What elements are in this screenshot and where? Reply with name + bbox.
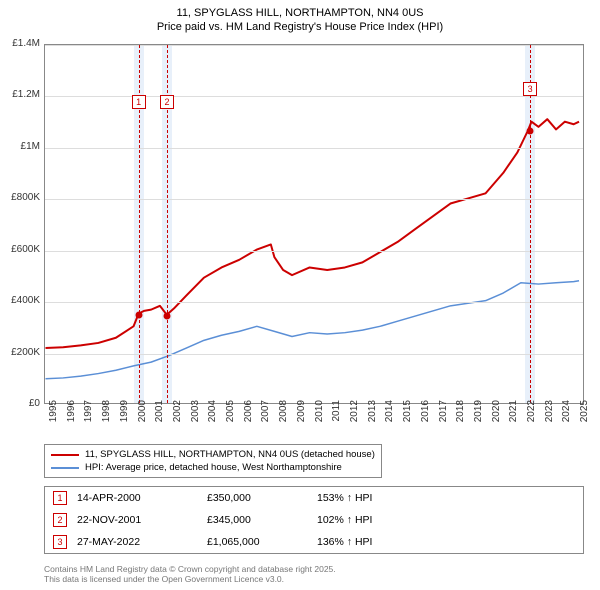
x-axis-label: 2012 [349, 400, 360, 440]
x-axis-label: 1998 [101, 400, 112, 440]
event-dot-icon [135, 312, 142, 319]
table-row: 3 27-MAY-2022 £1,065,000 136% ↑ HPI [45, 531, 583, 553]
x-axis-label: 2011 [331, 400, 342, 440]
plot-area: 12 3 [44, 44, 584, 404]
table-row: 2 22-NOV-2001 £345,000 102% ↑ HPI [45, 509, 583, 531]
annotation-price: £345,000 [207, 514, 307, 526]
x-axis-label: 1996 [66, 400, 77, 440]
line-series-svg [45, 45, 583, 403]
y-axis-label: £200K [0, 347, 40, 358]
x-axis-label: 2008 [278, 400, 289, 440]
x-axis-label: 2016 [420, 400, 431, 440]
x-axis-label: 2010 [314, 400, 325, 440]
annotation-vs-hpi: 136% ↑ HPI [317, 536, 437, 548]
gridline [45, 96, 583, 97]
x-axis-label: 2006 [243, 400, 254, 440]
y-axis-label: £0 [0, 398, 40, 409]
event-marker-box: 2 [160, 95, 174, 109]
annotation-marker-icon: 2 [53, 513, 67, 527]
x-axis-label: 2025 [579, 400, 590, 440]
x-axis-label: 2014 [384, 400, 395, 440]
event-dot-icon [163, 313, 170, 320]
attribution-line2: This data is licensed under the Open Gov… [44, 574, 336, 584]
x-axis-label: 2023 [544, 400, 555, 440]
legend-item: 11, SPYGLASS HILL, NORTHAMPTON, NN4 0US … [51, 448, 375, 461]
series-property [46, 119, 580, 348]
event-dot-icon [527, 128, 534, 135]
x-axis-label: 1999 [119, 400, 130, 440]
x-axis-label: 2001 [154, 400, 165, 440]
annotation-date: 27-MAY-2022 [77, 536, 197, 548]
legend-label: HPI: Average price, detached house, West… [85, 462, 342, 473]
gridline [45, 45, 583, 46]
gridline [45, 302, 583, 303]
x-axis-label: 2024 [561, 400, 572, 440]
annotation-vs-hpi: 102% ↑ HPI [317, 514, 437, 526]
x-axis-label: 2022 [526, 400, 537, 440]
y-axis-label: £400K [0, 295, 40, 306]
y-axis-label: £1M [0, 141, 40, 152]
x-axis-label: 2015 [402, 400, 413, 440]
table-row: 1 14-APR-2000 £350,000 153% ↑ HPI [45, 487, 583, 509]
series-hpi [46, 281, 580, 379]
y-axis-label: £600K [0, 244, 40, 255]
annotation-date: 14-APR-2000 [77, 492, 197, 504]
x-axis-label: 2004 [207, 400, 218, 440]
event-marker-box: 1 [132, 95, 146, 109]
chart-title: 11, SPYGLASS HILL, NORTHAMPTON, NN4 0US … [0, 0, 600, 35]
annotation-vs-hpi: 153% ↑ HPI [317, 492, 437, 504]
x-axis-label: 2019 [473, 400, 484, 440]
x-axis-label: 2018 [455, 400, 466, 440]
x-axis-label: 2002 [172, 400, 183, 440]
gridline [45, 251, 583, 252]
x-axis-label: 2003 [190, 400, 201, 440]
y-axis-label: £1.2M [0, 89, 40, 100]
title-line2: Price paid vs. HM Land Registry's House … [0, 20, 600, 34]
y-axis-label: £800K [0, 192, 40, 203]
legend-item: HPI: Average price, detached house, West… [51, 461, 375, 474]
legend-swatch [51, 454, 79, 456]
x-axis-label: 2005 [225, 400, 236, 440]
gridline [45, 148, 583, 149]
gridline [45, 199, 583, 200]
attribution-text: Contains HM Land Registry data © Crown c… [44, 564, 336, 584]
x-axis-label: 2020 [491, 400, 502, 440]
annotation-marker-icon: 1 [53, 491, 67, 505]
x-axis-label: 2017 [438, 400, 449, 440]
event-marker-box: 3 [523, 82, 537, 96]
legend-label: 11, SPYGLASS HILL, NORTHAMPTON, NN4 0US … [85, 449, 375, 460]
x-axis-label: 1997 [83, 400, 94, 440]
x-axis-label: 2007 [260, 400, 271, 440]
annotation-marker-icon: 3 [53, 535, 67, 549]
title-line1: 11, SPYGLASS HILL, NORTHAMPTON, NN4 0US [0, 6, 600, 20]
x-axis-label: 2013 [367, 400, 378, 440]
legend: 11, SPYGLASS HILL, NORTHAMPTON, NN4 0US … [44, 444, 382, 478]
annotation-table: 1 14-APR-2000 £350,000 153% ↑ HPI 2 22-N… [44, 486, 584, 554]
annotation-date: 22-NOV-2001 [77, 514, 197, 526]
x-axis-label: 1995 [48, 400, 59, 440]
gridline [45, 354, 583, 355]
event-vline [530, 45, 531, 403]
x-axis-label: 2000 [137, 400, 148, 440]
chart-container: 11, SPYGLASS HILL, NORTHAMPTON, NN4 0US … [0, 0, 600, 590]
legend-swatch [51, 467, 79, 469]
x-axis-label: 2009 [296, 400, 307, 440]
x-axis-label: 2021 [508, 400, 519, 440]
annotation-price: £1,065,000 [207, 536, 307, 548]
attribution-line1: Contains HM Land Registry data © Crown c… [44, 564, 336, 574]
annotation-price: £350,000 [207, 492, 307, 504]
y-axis-label: £1.4M [0, 38, 40, 49]
